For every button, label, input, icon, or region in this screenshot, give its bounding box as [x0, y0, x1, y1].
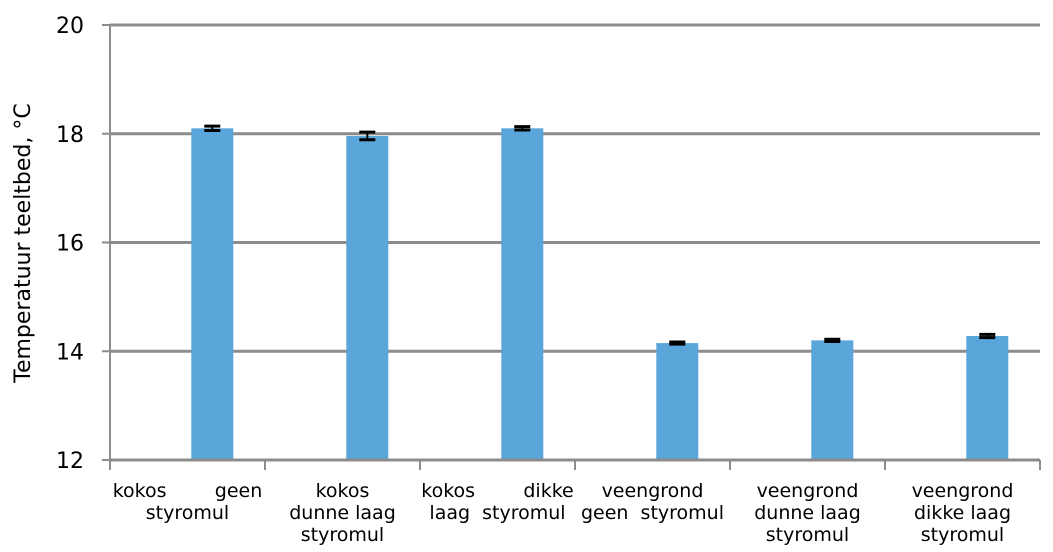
gridlines — [110, 23, 1040, 353]
x-category-label-line: kokos — [316, 480, 370, 502]
error-bars — [204, 124, 996, 346]
y-axis: 12 14 16 18 20 — [56, 14, 111, 474]
x-category-label-line: veengrond — [757, 480, 859, 502]
x-category-label-line: kokos dikke — [421, 480, 573, 502]
bar — [346, 135, 389, 461]
bar — [656, 343, 699, 460]
x-category-label-line: dunne laag — [754, 502, 861, 524]
x-category-label-line: dunne laag — [289, 502, 396, 524]
x-category-label-line: veengrond — [602, 480, 704, 502]
x-category-label-line: geen styromul — [581, 502, 724, 524]
x-category-label: veengrond dikke laag styromul — [912, 480, 1014, 546]
bars — [191, 128, 1009, 461]
bar — [811, 340, 854, 460]
bar — [501, 128, 544, 460]
x-category-label-line: styromul — [921, 524, 1004, 546]
y-tick-label: 12 — [56, 449, 84, 474]
x-category-label-line: styromul — [766, 524, 849, 546]
x-category-label-line: laag styromul — [429, 502, 565, 524]
y-tick-label: 16 — [56, 232, 84, 257]
x-category-label: kokos dikke laag styromul — [421, 480, 573, 524]
x-category-label: veengrond dunne laag styromul — [754, 480, 861, 546]
x-category-label-line: veengrond — [912, 480, 1014, 502]
x-category-label: veengrond geen styromul — [581, 480, 724, 524]
x-category-label-line: styromul — [146, 502, 229, 524]
bar — [191, 128, 234, 460]
x-category-label: kokos dunne laag styromul — [289, 480, 396, 546]
x-category-label: kokos geen styromul — [113, 480, 263, 524]
y-tick-label: 18 — [56, 123, 84, 148]
y-axis-title: Temperatuur teeltbed, °C — [11, 103, 36, 384]
y-tick-label: 20 — [56, 14, 84, 39]
x-category-label-line: kokos geen — [113, 480, 263, 502]
y-tick-label: 14 — [56, 340, 84, 365]
x-category-label-line: styromul — [301, 524, 384, 546]
x-category-label-line: dikke laag — [914, 502, 1011, 524]
bar — [966, 336, 1009, 460]
